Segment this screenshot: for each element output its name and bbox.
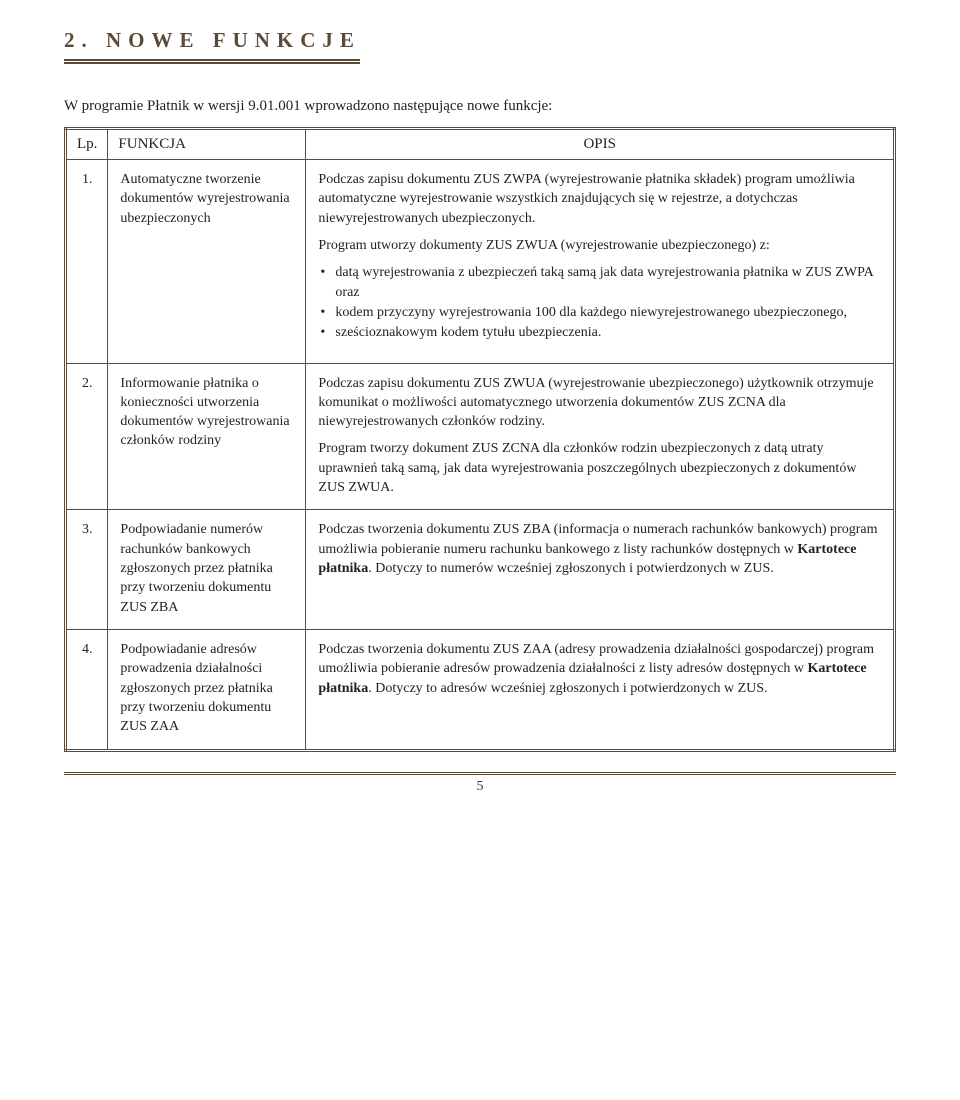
page-footer: 5 — [64, 772, 896, 795]
row-num: 3. — [66, 510, 108, 630]
row-func: Informowanie płatnika o konieczności utw… — [108, 363, 306, 510]
title-underline — [64, 59, 360, 64]
row-num: 4. — [66, 629, 108, 750]
row-desc: Podczas zapisu dokumentu ZUS ZWUA (wyrej… — [306, 363, 895, 510]
page-number: 5 — [477, 779, 484, 794]
row-func: Podpowiadanie numerów rachunków bankowyc… — [108, 510, 306, 630]
table-row: 3. Podpowiadanie numerów rachunków banko… — [66, 510, 895, 630]
section-title: 2. NOWE FUNKCJE — [64, 28, 896, 53]
desc-para: Podczas zapisu dokumentu ZUS ZWPA (wyrej… — [318, 170, 881, 228]
page: 2. NOWE FUNKCJE W programie Płatnik w we… — [0, 0, 960, 795]
row-num: 2. — [66, 363, 108, 510]
desc-para: Podczas tworzenia dokumentu ZUS ZAA (adr… — [318, 640, 881, 698]
header-lp: Lp. — [66, 129, 108, 160]
desc-text: . Dotyczy to numerów wcześniej zgłoszony… — [368, 561, 774, 576]
desc-list: datą wyrejestrowania z ubezpieczeń taką … — [318, 263, 881, 342]
desc-list-item: kodem przyczyny wyrejestrowania 100 dla … — [335, 303, 881, 322]
intro-text: W programie Płatnik w wersji 9.01.001 wp… — [64, 98, 896, 115]
row-desc: Podczas tworzenia dokumentu ZUS ZBA (inf… — [306, 510, 895, 630]
row-desc: Podczas zapisu dokumentu ZUS ZWPA (wyrej… — [306, 160, 895, 364]
desc-para: Program tworzy dokument ZUS ZCNA dla czł… — [318, 439, 881, 497]
desc-list-item: datą wyrejestrowania z ubezpieczeń taką … — [335, 263, 881, 302]
table-row: 4. Podpowiadanie adresów prowadzenia dzi… — [66, 629, 895, 750]
row-desc: Podczas tworzenia dokumentu ZUS ZAA (adr… — [306, 629, 895, 750]
header-func: FUNKCJA — [108, 129, 306, 160]
desc-text: . Dotyczy to adresów wcześniej zgłoszony… — [368, 681, 767, 696]
desc-list-item: sześcioznakowym kodem tytułu ubezpieczen… — [335, 323, 881, 342]
row-func: Podpowiadanie adresów prowadzenia działa… — [108, 629, 306, 750]
desc-para: Podczas zapisu dokumentu ZUS ZWUA (wyrej… — [318, 374, 881, 432]
desc-para: Podczas tworzenia dokumentu ZUS ZBA (inf… — [318, 520, 881, 578]
row-func: Automatyczne tworzenie dokumentów wyreje… — [108, 160, 306, 364]
row-num: 1. — [66, 160, 108, 364]
desc-para: Program utworzy dokumenty ZUS ZWUA (wyre… — [318, 236, 881, 255]
table-header-row: Lp. FUNKCJA OPIS — [66, 129, 895, 160]
table-row: 2. Informowanie płatnika o konieczności … — [66, 363, 895, 510]
features-table: Lp. FUNKCJA OPIS 1. Automatyczne tworzen… — [64, 127, 896, 752]
header-desc: OPIS — [306, 129, 895, 160]
desc-text: Podczas tworzenia dokumentu ZUS ZBA (inf… — [318, 522, 877, 556]
table-row: 1. Automatyczne tworzenie dokumentów wyr… — [66, 160, 895, 364]
desc-text: Podczas tworzenia dokumentu ZUS ZAA (adr… — [318, 642, 874, 676]
